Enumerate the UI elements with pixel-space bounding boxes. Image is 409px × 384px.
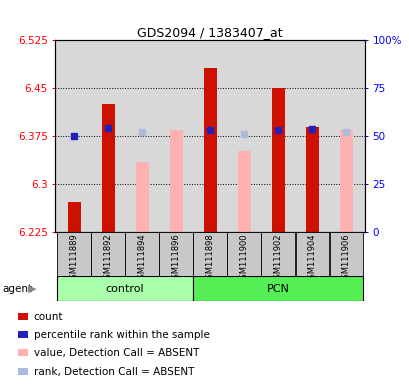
Text: GSM111896: GSM111896 <box>171 233 180 285</box>
Text: agent: agent <box>2 284 32 294</box>
Bar <box>261 232 294 276</box>
Bar <box>203 68 216 232</box>
Text: GSM111889: GSM111889 <box>70 233 79 285</box>
Bar <box>18 313 28 320</box>
Bar <box>18 331 28 338</box>
Bar <box>57 276 192 301</box>
Bar <box>101 104 114 232</box>
Bar <box>305 127 318 232</box>
Text: GSM111898: GSM111898 <box>205 233 214 285</box>
Bar <box>271 88 284 232</box>
Title: GDS2094 / 1383407_at: GDS2094 / 1383407_at <box>137 26 282 39</box>
Bar <box>67 202 80 232</box>
Bar <box>18 349 28 356</box>
Bar <box>169 130 182 232</box>
Bar <box>237 151 250 232</box>
Text: ▶: ▶ <box>28 284 36 294</box>
Text: GSM111904: GSM111904 <box>307 233 316 284</box>
Bar <box>91 232 124 276</box>
Bar <box>339 130 352 232</box>
Bar <box>329 232 362 276</box>
Text: percentile rank within the sample: percentile rank within the sample <box>34 330 209 340</box>
Bar <box>57 232 90 276</box>
Text: GSM111894: GSM111894 <box>137 233 146 284</box>
Bar <box>18 368 28 376</box>
Bar <box>193 232 226 276</box>
Text: count: count <box>34 312 63 322</box>
Text: control: control <box>106 284 144 294</box>
Text: value, Detection Call = ABSENT: value, Detection Call = ABSENT <box>34 348 199 358</box>
Bar <box>135 162 148 232</box>
Bar <box>125 232 158 276</box>
Bar <box>193 276 362 301</box>
Text: PCN: PCN <box>266 284 289 294</box>
Bar <box>159 232 192 276</box>
Text: GSM111906: GSM111906 <box>341 233 350 284</box>
Text: GSM111892: GSM111892 <box>103 233 112 284</box>
Text: GSM111900: GSM111900 <box>239 233 248 284</box>
Text: rank, Detection Call = ABSENT: rank, Detection Call = ABSENT <box>34 367 193 377</box>
Text: GSM111902: GSM111902 <box>273 233 282 284</box>
Bar <box>295 232 328 276</box>
Bar <box>227 232 260 276</box>
